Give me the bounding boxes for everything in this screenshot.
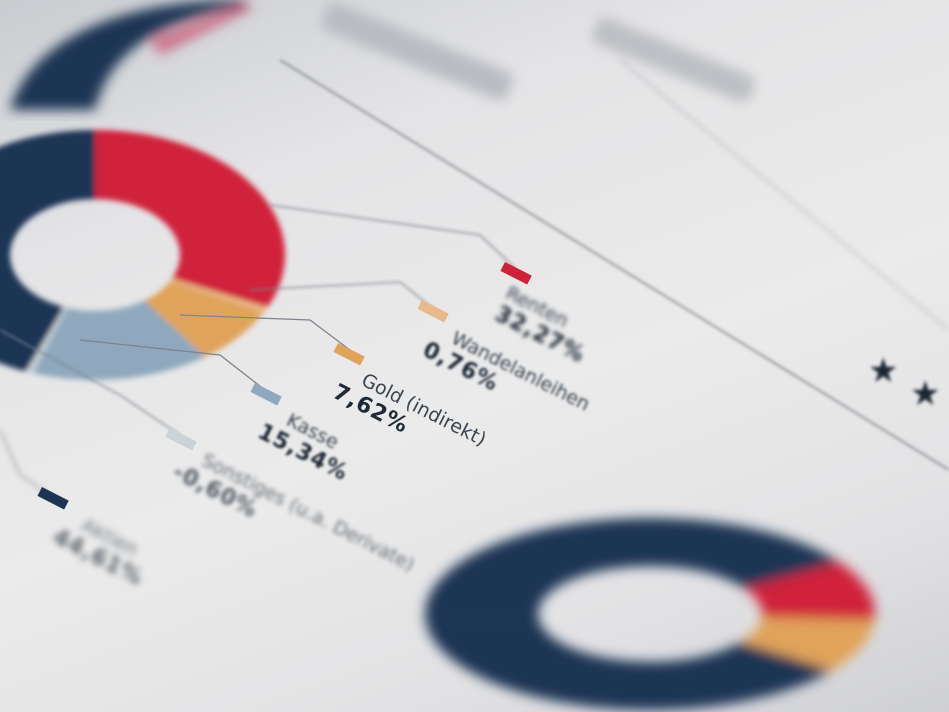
donut2-slice-0 (425, 518, 840, 621)
legend-swatch-3 (250, 383, 282, 406)
donut-slice-0 (95, 130, 285, 308)
legend-swatch-1 (417, 299, 449, 323)
donut-slice-1 (170, 278, 268, 313)
donut-chart-main (0, 130, 285, 380)
legend-swatches (37, 261, 532, 510)
donut-slice-5 (0, 130, 95, 372)
star-rating-icon: ★ (868, 351, 898, 391)
donut2-slice-3 (425, 617, 833, 711)
legend-swatch-5 (37, 486, 69, 510)
donut-slice-2 (144, 280, 264, 357)
star-rating-icon: ★ (910, 374, 940, 414)
donut-slice-4 (25, 307, 68, 374)
legend-swatch-4 (165, 428, 197, 451)
divider-line (279, 59, 949, 471)
legend-swatch-0 (500, 261, 532, 285)
donut2-slice-2 (740, 617, 875, 671)
legend-swatch-2 (333, 343, 365, 366)
donut-slice-3 (32, 300, 206, 380)
top-donut-fragment (10, 0, 250, 110)
leader-lines (0, 204, 516, 496)
donut-chart-secondary (425, 518, 876, 711)
divider-line (619, 59, 949, 331)
